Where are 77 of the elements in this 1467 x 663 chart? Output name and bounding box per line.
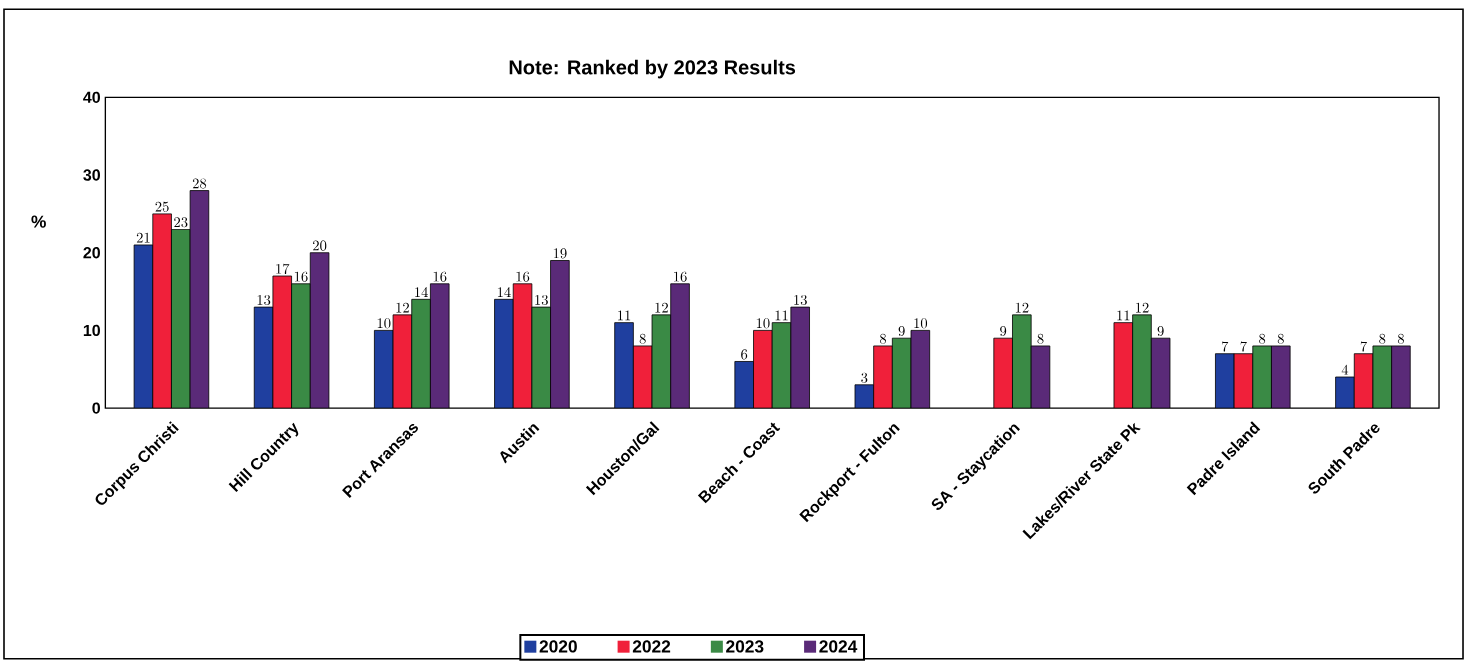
bar — [189, 190, 210, 409]
bar — [411, 299, 431, 409]
data-label: 11 — [775, 310, 788, 321]
bar — [1012, 314, 1032, 409]
bar — [670, 283, 690, 409]
bar — [550, 260, 570, 409]
bar — [291, 283, 311, 409]
bar — [993, 337, 1013, 409]
chart-title: Note: Ranked by 2023 Results — [509, 59, 796, 79]
bar — [494, 299, 514, 409]
data-label: 23 — [174, 217, 188, 228]
bar — [873, 345, 893, 409]
data-label: 19 — [553, 248, 567, 259]
y-axis-title: % — [31, 215, 46, 228]
data-label: 8 — [1379, 333, 1386, 344]
data-label: 10 — [914, 318, 928, 329]
data-label: 4 — [1341, 364, 1349, 375]
data-label: 16 — [294, 271, 308, 282]
data-label: 8 — [1277, 333, 1284, 344]
data-label: 10 — [377, 318, 391, 329]
bar — [513, 283, 532, 409]
bar — [309, 252, 330, 409]
data-label: 13 — [794, 295, 807, 306]
bar — [734, 361, 754, 409]
data-label: 7 — [1360, 341, 1368, 352]
bar — [1113, 322, 1134, 409]
data-label: 8 — [879, 333, 887, 344]
data-label: 14 — [497, 287, 511, 298]
data-label: 12 — [396, 302, 409, 313]
bar — [1132, 314, 1152, 409]
data-label: 10 — [756, 318, 770, 329]
bar — [171, 229, 191, 409]
bar — [1252, 345, 1272, 409]
data-label: 20 — [313, 240, 327, 251]
data-label: 14 — [415, 287, 428, 298]
data-label: 12 — [655, 302, 668, 313]
data-label: 8 — [639, 333, 646, 344]
y-tick-label: 30 — [83, 169, 100, 181]
data-label: 3 — [861, 372, 868, 383]
bar — [753, 330, 773, 409]
data-label: 16 — [433, 271, 447, 282]
data-label: 11 — [618, 310, 631, 321]
legend-label: 2023 — [726, 640, 764, 653]
data-label: 28 — [192, 178, 207, 189]
data-label: 7 — [1240, 341, 1247, 352]
bar — [272, 275, 292, 409]
data-label: 9 — [898, 326, 905, 337]
bar — [430, 283, 450, 409]
data-label: 9 — [1000, 326, 1007, 337]
data-label: 8 — [1397, 333, 1404, 344]
data-label: 16 — [674, 271, 687, 282]
bar — [1335, 376, 1355, 409]
data-label: 16 — [516, 271, 530, 282]
data-label: 9 — [1157, 326, 1164, 337]
data-label: 13 — [535, 295, 548, 306]
bar — [133, 244, 154, 409]
bar — [1391, 345, 1411, 409]
data-label: 12 — [1135, 302, 1149, 313]
data-label: 25 — [155, 201, 169, 212]
data-label: 8 — [1037, 333, 1044, 344]
y-tick-label: 10 — [83, 324, 100, 337]
data-label: 7 — [1221, 341, 1229, 352]
bar — [152, 213, 172, 409]
data-label: 12 — [1015, 302, 1029, 313]
data-label: 13 — [257, 295, 271, 306]
data-label: 8 — [1259, 333, 1266, 344]
data-label: 11 — [1117, 310, 1130, 321]
data-label: 21 — [136, 232, 150, 243]
y-tick-label: 0 — [92, 402, 100, 414]
y-tick-label: 40 — [83, 91, 100, 104]
data-label: 6 — [741, 349, 748, 360]
legend-label: 2022 — [632, 640, 671, 653]
data-label: 17 — [276, 263, 290, 275]
y-tick-label: 20 — [83, 247, 100, 259]
legend-label: 2020 — [539, 640, 577, 653]
bar — [614, 322, 634, 409]
legend-label: 2024 — [819, 640, 858, 653]
